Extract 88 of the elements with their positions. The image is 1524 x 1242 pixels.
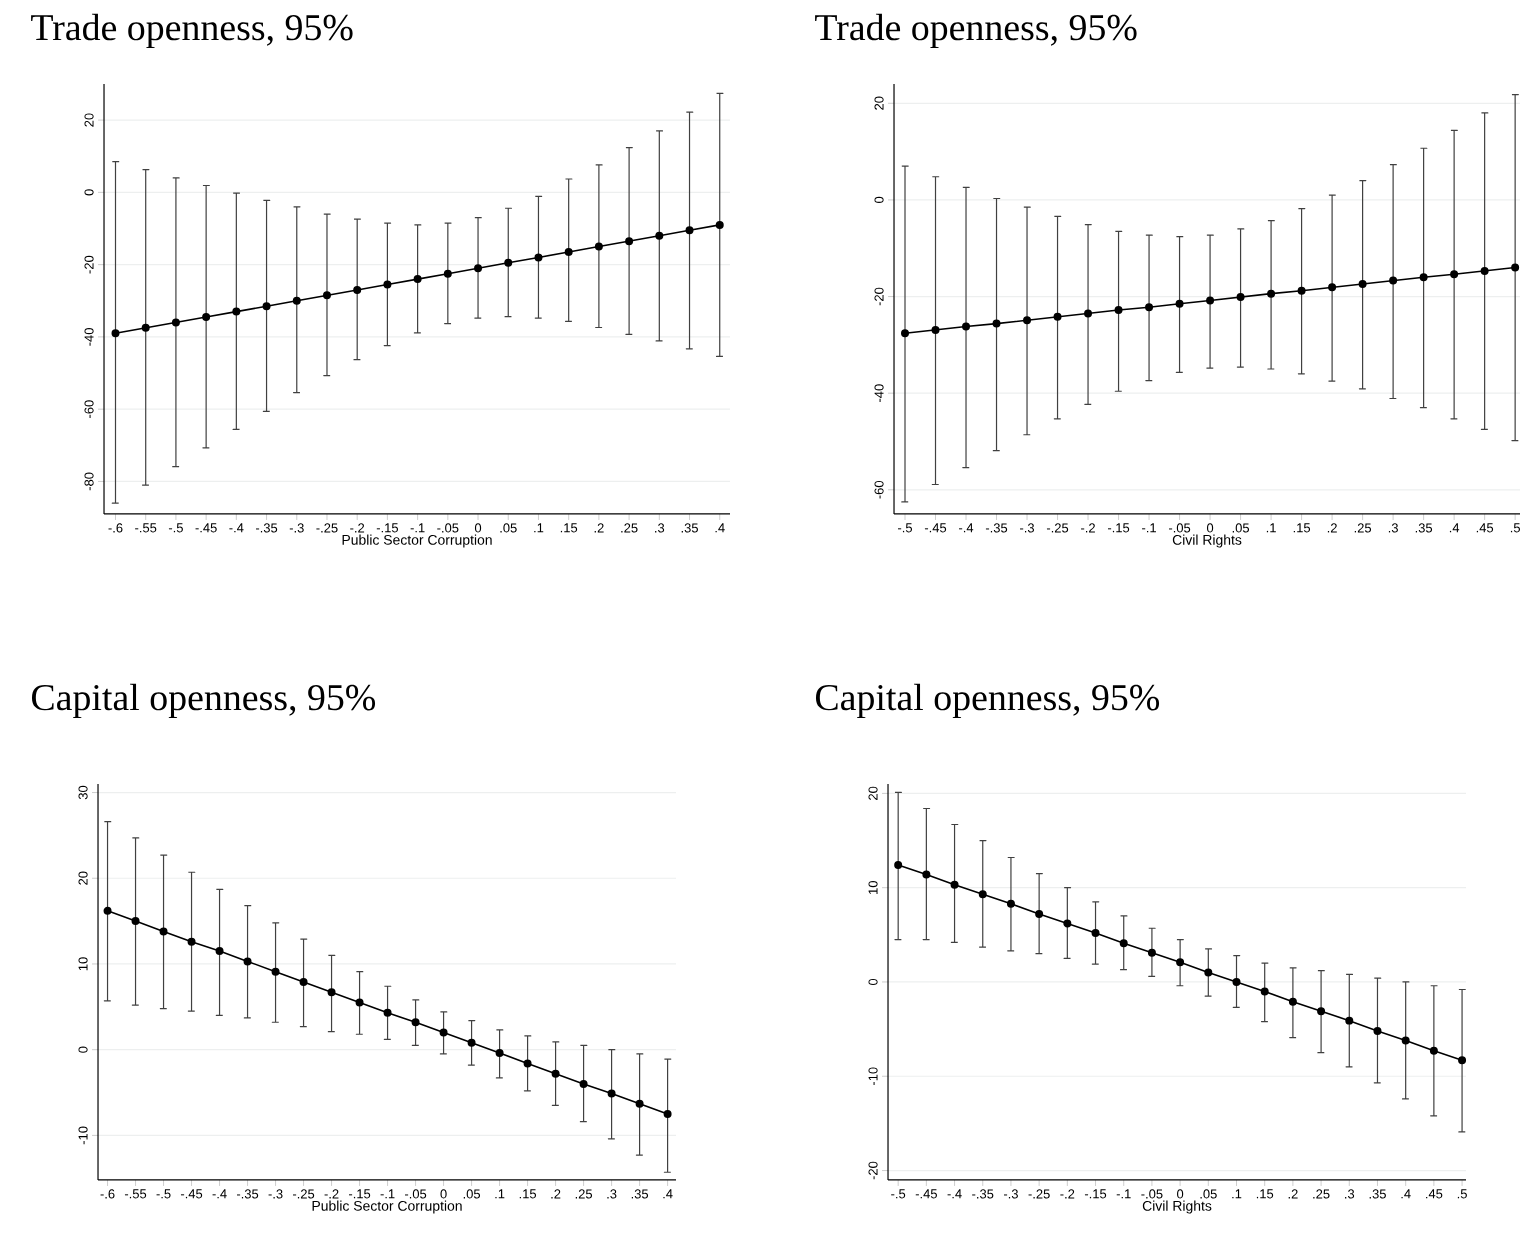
point: [292, 296, 301, 305]
point: [579, 1079, 588, 1088]
point: [243, 957, 252, 966]
chart-title: Capital openness, 95%: [815, 683, 1160, 719]
point: [131, 917, 140, 926]
point: [111, 329, 120, 338]
point: [1358, 279, 1367, 288]
point: [1206, 296, 1215, 305]
point: [439, 1028, 448, 1037]
point: [262, 302, 271, 311]
point: [474, 264, 483, 273]
point: [962, 322, 971, 331]
point: [1328, 283, 1337, 292]
point: [1317, 1007, 1326, 1016]
point: [1373, 1027, 1382, 1035]
point: [215, 947, 224, 956]
point: [931, 325, 940, 334]
point: [663, 1109, 672, 1118]
point: [607, 1089, 616, 1098]
point: [1297, 286, 1306, 295]
point: [1480, 266, 1489, 275]
point: [992, 319, 1001, 328]
point: [411, 1018, 420, 1027]
chart-title: Trade openness, 95%: [31, 13, 353, 49]
point: [950, 880, 959, 889]
point: [1232, 977, 1241, 986]
point: [523, 1059, 532, 1068]
point: [1458, 1056, 1467, 1065]
point: [232, 307, 241, 316]
point: [594, 242, 603, 251]
point: [1091, 928, 1100, 937]
point: [1511, 263, 1520, 272]
point: [383, 1008, 392, 1017]
point: [141, 323, 150, 332]
point: [504, 258, 513, 267]
point: [655, 231, 664, 240]
point: [1175, 299, 1184, 308]
point: [353, 285, 362, 294]
point: [1429, 1046, 1438, 1055]
point: [1236, 293, 1245, 302]
point: [1119, 939, 1128, 948]
point: [443, 269, 452, 278]
point: [1450, 270, 1459, 279]
point: [1389, 276, 1398, 285]
point: [551, 1069, 560, 1078]
chart-title: Trade openness, 95%: [815, 13, 1137, 49]
point: [1145, 303, 1154, 312]
point: [715, 220, 724, 229]
point: [1345, 1016, 1354, 1025]
point: [1035, 910, 1044, 919]
point: [1288, 997, 1297, 1006]
point: [1006, 899, 1015, 908]
point: [322, 291, 331, 300]
point: [1023, 316, 1032, 325]
point: [1176, 958, 1185, 967]
point: [467, 1038, 476, 1047]
point: [171, 318, 180, 327]
point: [1419, 273, 1428, 282]
point: [159, 927, 168, 936]
point: [1053, 312, 1062, 321]
point: [103, 906, 112, 915]
point: [685, 226, 694, 235]
point: [901, 329, 909, 338]
point: [271, 967, 280, 976]
point: [1063, 919, 1072, 928]
point: [299, 977, 308, 986]
point: [894, 861, 903, 870]
point: [978, 890, 987, 899]
point: [413, 275, 422, 284]
point: [1401, 1036, 1410, 1045]
point: [202, 313, 211, 322]
point: [1147, 948, 1156, 957]
point: [625, 237, 634, 246]
point: [495, 1049, 504, 1058]
chart-title: Capital openness, 95%: [31, 683, 376, 719]
point: [922, 870, 931, 879]
point: [635, 1099, 644, 1108]
point: [327, 988, 336, 997]
point: [1267, 289, 1276, 298]
point: [564, 247, 573, 256]
point: [1260, 987, 1269, 996]
point: [1084, 309, 1093, 318]
point: [534, 253, 543, 262]
point: [355, 998, 364, 1007]
point: [1114, 306, 1123, 315]
point: [187, 937, 196, 946]
point: [383, 280, 392, 289]
point: [1204, 968, 1213, 977]
